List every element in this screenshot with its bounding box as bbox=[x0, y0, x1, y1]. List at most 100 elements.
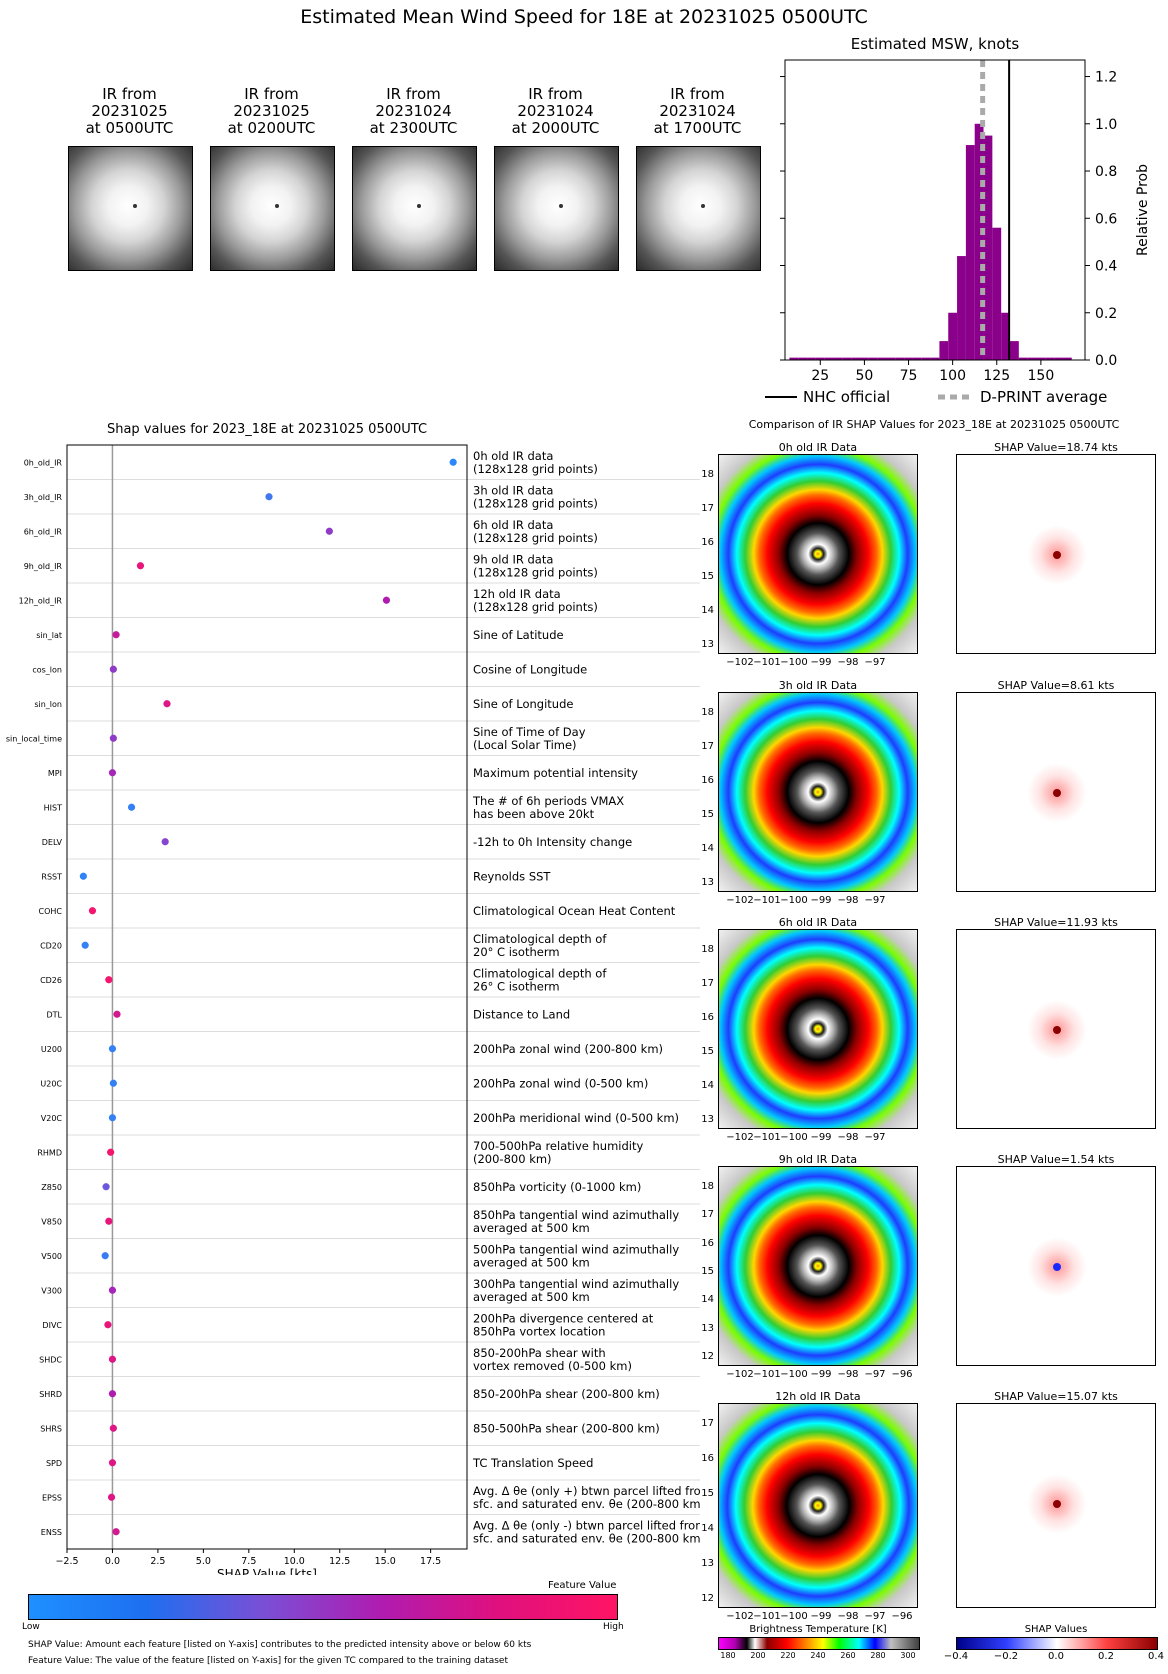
ir-satellite-image bbox=[210, 146, 335, 271]
feature-description: Climatological depth of bbox=[473, 932, 607, 946]
footnote-shap: SHAP Value: Amount each feature [listed … bbox=[28, 1640, 532, 1650]
feature-description: TC Translation Speed bbox=[472, 1456, 593, 1470]
ir-brightness-map bbox=[718, 1166, 918, 1366]
lon-tick-label: −101 bbox=[753, 1369, 781, 1380]
y-tick-label: 0.8 bbox=[1095, 164, 1117, 180]
feature-description: (Local Solar Time) bbox=[473, 738, 577, 752]
lon-tick-label: −96 bbox=[891, 1369, 913, 1380]
histogram-bar bbox=[851, 357, 860, 360]
lat-tick-label: 13 bbox=[701, 1114, 714, 1125]
lat-tick-label: 16 bbox=[701, 1453, 714, 1464]
lon-tick-label: −98 bbox=[837, 1369, 859, 1380]
ir-panel-title: 0h old IR Data bbox=[778, 441, 858, 454]
lat-tick-label: 12 bbox=[701, 1351, 714, 1362]
shap-value-map bbox=[956, 692, 1156, 892]
lat-tick-label: 17 bbox=[701, 1418, 714, 1429]
ir-brightness-map bbox=[718, 929, 918, 1129]
x-tick-label: −2.5 bbox=[55, 1556, 78, 1567]
feature-description: 12h old IR data bbox=[473, 587, 561, 601]
histogram-bar bbox=[948, 312, 958, 360]
histogram-bar bbox=[860, 357, 869, 360]
feature-description: (128x128 grid points) bbox=[473, 565, 598, 579]
histogram-bar bbox=[789, 357, 799, 360]
lon-tick-label: −99 bbox=[810, 1369, 832, 1380]
msw-histogram-chart: Estimated MSW, knots 25 50 75 100 125 150 0.0 0.… bbox=[765, 35, 1151, 406]
x-axis-label: SHAP Value [kts] bbox=[217, 1567, 317, 1575]
feature-tick-label: U200 bbox=[41, 1045, 62, 1054]
lon-tick-label: −99 bbox=[810, 657, 832, 668]
lon-tick-label: −97 bbox=[864, 657, 886, 668]
feature-tick-label: EPSS bbox=[42, 1493, 62, 1502]
lat-tick-label: 16 bbox=[701, 537, 714, 548]
bt-colorbar bbox=[718, 1637, 920, 1650]
histogram-bar bbox=[939, 341, 949, 360]
shap-point-12h_old_IR bbox=[382, 596, 391, 604]
ir-panel-title: 6h old IR Data bbox=[778, 916, 858, 929]
feature-description: Reynolds SST bbox=[473, 869, 551, 883]
shap-tick-label: 0.2 bbox=[1098, 1651, 1114, 1662]
feature-tick-label: CD20 bbox=[40, 941, 62, 950]
shap-point-sin_lat bbox=[112, 631, 120, 639]
ir-panel-title: 12h old IR Data bbox=[775, 1390, 861, 1403]
shap-point-CD20 bbox=[81, 941, 89, 949]
colorbar-low-label: Low bbox=[22, 1622, 40, 1632]
lat-tick-label: 17 bbox=[701, 1209, 714, 1221]
shap-point-MPI bbox=[108, 769, 117, 777]
feature-description: vortex removed (0-500 km) bbox=[473, 1359, 632, 1373]
feature-description: 700-500hPa relative humidity bbox=[473, 1139, 643, 1153]
lon-tick-label: −100 bbox=[780, 657, 808, 668]
feature-tick-label: 12h_old_IR bbox=[19, 596, 63, 605]
bt-tick-label: 180 bbox=[720, 1651, 736, 1660]
feature-tick-label: MPI bbox=[48, 769, 62, 778]
ir-brightness-map bbox=[718, 1403, 918, 1608]
bt-tick-label: 240 bbox=[810, 1651, 826, 1660]
feature-description: 850-200hPa shear with bbox=[473, 1346, 606, 1360]
feature-description: Sine of Longitude bbox=[473, 697, 573, 711]
legend-nhc-label: NHC official bbox=[803, 388, 890, 406]
lat-tick-label: 15 bbox=[701, 809, 714, 820]
lon-tick-label: −97 bbox=[864, 1611, 886, 1622]
lon-tick-label: −102 bbox=[726, 1611, 754, 1622]
histogram-bar bbox=[868, 357, 878, 360]
lat-tick-label: 15 bbox=[701, 571, 714, 582]
shap-point-sin_lon bbox=[163, 700, 171, 708]
histogram-bar bbox=[1045, 357, 1055, 360]
shap-point-CD26 bbox=[105, 976, 113, 984]
feature-description: has been above 20kt bbox=[473, 807, 595, 821]
shap-point-U20C bbox=[109, 1079, 117, 1087]
storm-eye bbox=[558, 203, 563, 208]
colorbar-high-label: High bbox=[603, 1622, 624, 1632]
feature-description: 850-200hPa shear (200-800 km) bbox=[473, 1387, 660, 1401]
lat-tick-label: 15 bbox=[701, 1488, 714, 1499]
bt-tick-label: 280 bbox=[870, 1651, 886, 1660]
lat-tick-label: 13 bbox=[701, 1558, 714, 1569]
shap-point-V20C bbox=[108, 1114, 117, 1122]
feature-description: 9h old IR data bbox=[473, 552, 553, 566]
bt-tick-label: 200 bbox=[750, 1651, 766, 1660]
shap-point-DTL bbox=[113, 1010, 121, 1018]
storm-eye bbox=[274, 203, 279, 208]
lon-tick-label: −96 bbox=[891, 1611, 913, 1622]
y-tick-label: 0.0 bbox=[1095, 353, 1117, 369]
bt-tick-label: 220 bbox=[780, 1651, 796, 1660]
shap-tick-label: 0.4 bbox=[1148, 1651, 1164, 1662]
lon-tick-label: −98 bbox=[837, 1132, 859, 1143]
shap-point-cos_lon bbox=[109, 665, 117, 673]
lon-tick-label: −99 bbox=[810, 1611, 832, 1622]
feature-description: 200hPa zonal wind (0-500 km) bbox=[473, 1076, 648, 1090]
feature-tick-label: 0h_old_IR bbox=[24, 458, 63, 467]
histogram-bar bbox=[895, 357, 905, 360]
feature-description: (128x128 grid points) bbox=[473, 531, 598, 545]
x-tick-label: 50 bbox=[855, 368, 873, 384]
feature-description: Cosine of Longitude bbox=[473, 662, 587, 676]
lat-tick-label: 18 bbox=[701, 1181, 714, 1192]
histogram-bar bbox=[1036, 357, 1046, 360]
feature-description: sfc. and saturated env. θe (200-800 km) bbox=[473, 1497, 700, 1511]
lon-tick-label: −100 bbox=[780, 1611, 808, 1622]
feature-tick-label: HIST bbox=[44, 803, 62, 812]
x-tick-label: 25 bbox=[811, 368, 829, 384]
feature-tick-label: 3h_old_IR bbox=[24, 493, 63, 502]
ir-satellite-image bbox=[494, 146, 619, 271]
feature-description: 200hPa meridional wind (0-500 km) bbox=[473, 1111, 679, 1125]
lon-tick-label: −99 bbox=[810, 895, 832, 906]
